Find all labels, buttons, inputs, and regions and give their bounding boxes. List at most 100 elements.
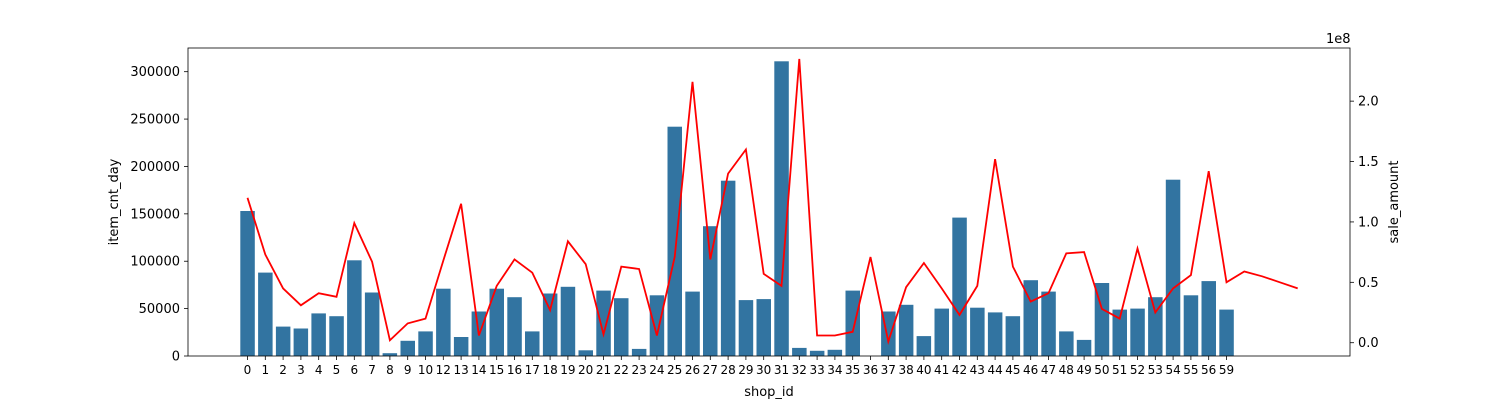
bar-group xyxy=(240,61,1234,357)
x-tick-label: 38 xyxy=(898,363,913,377)
bar xyxy=(1165,179,1181,356)
x-tick-label: 26 xyxy=(685,363,700,377)
x-tick-label: 48 xyxy=(1059,363,1074,377)
bar xyxy=(1059,331,1074,356)
bar xyxy=(756,299,771,356)
x-tick-label: 5 xyxy=(333,363,341,377)
x-tick-label: 44 xyxy=(987,363,1002,377)
x-tick-label: 28 xyxy=(720,363,735,377)
bar xyxy=(1041,291,1056,356)
y2-tick-label: 0.5 xyxy=(1358,276,1379,291)
y-axis-label: item_cnt_day xyxy=(107,158,122,245)
x-tick-label: 16 xyxy=(507,363,522,377)
bar xyxy=(560,286,576,356)
bar xyxy=(578,350,593,356)
bar xyxy=(1148,297,1163,356)
x-tick-label: 21 xyxy=(596,363,611,377)
y2-axis-label: sale_amount xyxy=(1387,160,1402,243)
bar xyxy=(275,326,291,356)
x-tick-label: 49 xyxy=(1076,363,1091,377)
bar xyxy=(1005,316,1021,356)
x-tick-label: 19 xyxy=(560,363,575,377)
bar xyxy=(827,349,843,356)
bar xyxy=(293,328,309,356)
x-tick-label: 34 xyxy=(827,363,842,377)
x-tick-label: 9 xyxy=(404,363,412,377)
x-tick-label: 12 xyxy=(436,363,451,377)
x-tick-label: 42 xyxy=(952,363,967,377)
bar xyxy=(1112,309,1127,356)
bar xyxy=(720,180,736,356)
x-tick-label: 7 xyxy=(368,363,376,377)
x-tick-label: 6 xyxy=(350,363,358,377)
x-tick-label: 15 xyxy=(489,363,504,377)
bar xyxy=(1130,308,1145,356)
bar xyxy=(453,337,469,356)
bar xyxy=(792,347,807,356)
bar xyxy=(542,293,558,356)
x-tick-label: 30 xyxy=(756,363,771,377)
bar xyxy=(400,340,415,356)
bar xyxy=(774,61,789,357)
bar xyxy=(347,260,362,356)
bar xyxy=(1076,339,1092,356)
x-tick-label: 32 xyxy=(792,363,807,377)
bar xyxy=(329,316,344,356)
x-tick-label: 36 xyxy=(863,363,878,377)
x-tick-label: 22 xyxy=(614,363,629,377)
bar xyxy=(934,308,949,356)
bar xyxy=(258,272,273,356)
x-tick-label: 54 xyxy=(1165,363,1180,377)
bar xyxy=(845,290,860,356)
x-tick-label: 41 xyxy=(934,363,949,377)
x-tick-label: 2 xyxy=(279,363,287,377)
y-tick-label: 50000 xyxy=(139,302,180,317)
x-tick-label: 35 xyxy=(845,363,860,377)
bar xyxy=(738,300,754,356)
x-tick-label: 23 xyxy=(631,363,646,377)
bar xyxy=(703,226,718,356)
x-tick-label: 0 xyxy=(244,363,252,377)
x-tick-label: 17 xyxy=(525,363,540,377)
x-tick-label: 52 xyxy=(1130,363,1145,377)
x-tick-label: 20 xyxy=(578,363,593,377)
bar xyxy=(649,295,665,356)
bar xyxy=(489,288,504,356)
x-tick-label: 53 xyxy=(1148,363,1163,377)
bar xyxy=(952,217,967,356)
bar xyxy=(240,211,255,356)
bar xyxy=(1201,281,1216,356)
x-tick-label: 27 xyxy=(703,363,718,377)
bar xyxy=(418,331,433,356)
x-tick-label: 8 xyxy=(386,363,394,377)
x-tick-label: 31 xyxy=(774,363,789,377)
x-tick-label: 29 xyxy=(738,363,753,377)
x-tick-label: 55 xyxy=(1183,363,1198,377)
y2-axis-multiplier: 1e8 xyxy=(1326,32,1351,47)
y-tick-label: 100000 xyxy=(130,255,180,270)
y2-tick-label: 1.5 xyxy=(1358,155,1379,170)
x-tick-label: 18 xyxy=(542,363,557,377)
x-tick-label: 10 xyxy=(418,363,433,377)
bar xyxy=(631,348,647,356)
bar xyxy=(382,353,398,356)
bar xyxy=(809,350,825,356)
x-tick-label: 56 xyxy=(1201,363,1216,377)
y-tick-label: 0 xyxy=(172,350,180,365)
y-tick-label: 200000 xyxy=(130,160,180,175)
bar xyxy=(311,313,326,356)
bar xyxy=(364,292,380,356)
bar xyxy=(970,307,985,356)
y2-tick-label: 0.0 xyxy=(1358,336,1379,351)
bar xyxy=(987,312,1003,356)
bar xyxy=(1219,309,1234,356)
x-tick-label: 51 xyxy=(1112,363,1127,377)
x-tick-label: 4 xyxy=(315,363,323,377)
y-tick-label: 250000 xyxy=(130,113,180,128)
x-tick-label: 40 xyxy=(916,363,931,377)
bar xyxy=(898,304,914,356)
x-tick-label: 47 xyxy=(1041,363,1056,377)
bar xyxy=(596,290,611,356)
x-tick-label: 59 xyxy=(1219,363,1234,377)
